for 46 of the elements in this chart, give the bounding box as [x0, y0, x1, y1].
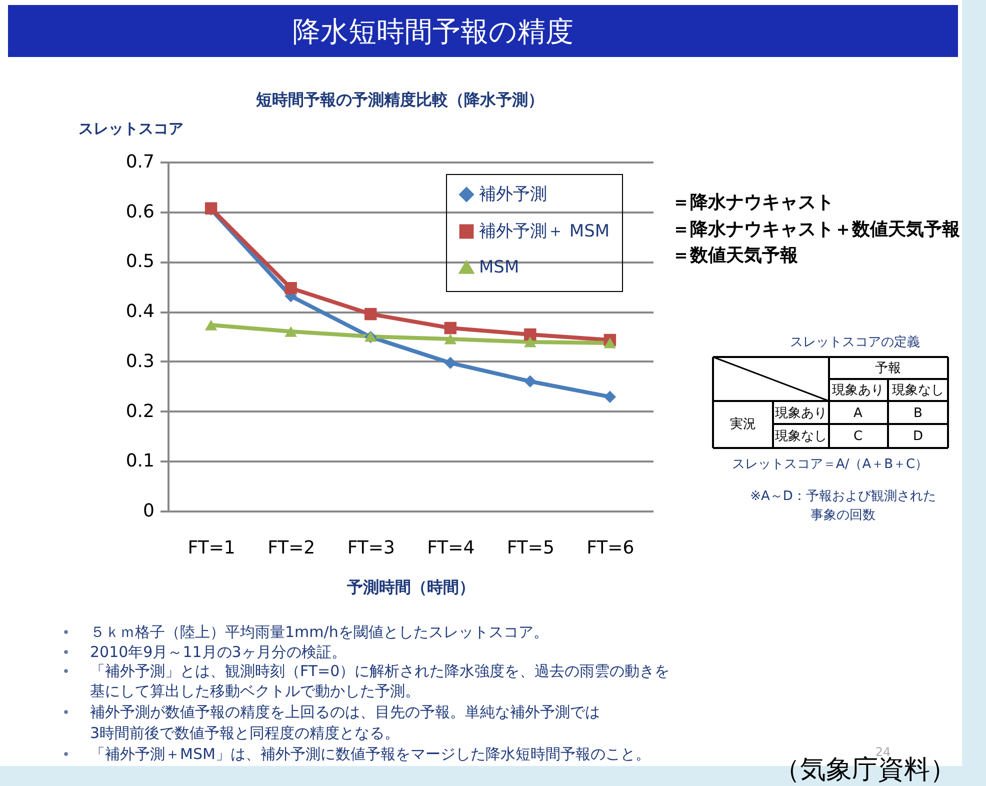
text: 2010年9月～11月の3ヶ月分の検証。 [90, 643, 346, 661]
y-tick-label: 0.4 [126, 301, 154, 322]
text: 基にして算出した移動ベクトルで動かした予測。 [90, 682, 420, 700]
x-tick-label: FT=4 [427, 538, 475, 558]
x-tick-label: FT=3 [347, 538, 395, 558]
y-tick-label: 0.5 [126, 251, 154, 272]
text: D [912, 429, 924, 444]
text: 「補外予測」とは、観測時刻（FT=0）に解析された降水強度を、過去の雨雲の動きを [90, 662, 670, 680]
legend-label: 補外予測 [479, 184, 547, 204]
x-tick-label: FT=2 [268, 538, 316, 558]
text: 現象なし [775, 429, 827, 444]
y-tick-label: 0.7 [126, 152, 154, 172]
text: 「補外予測＋MSM」は、補外予測に数値予報をマージした降水短時間予報のこと。 [90, 745, 650, 763]
y-tick-label: 0.6 [126, 201, 154, 222]
text: 補外予測が数値予報の精度を上回るのは、目先の予報。単純な補外予測では [90, 703, 600, 721]
text: 実況 [730, 416, 756, 432]
x-axis-title: 予測時間（時間） [346, 578, 475, 596]
text: B [914, 406, 922, 421]
text: スレットスコアの定義 [790, 335, 920, 350]
text: 予報 [875, 361, 901, 376]
chart-subtitle: 短時間予報の予測精度比較（降水予測） [255, 90, 544, 109]
text: ＝降水ナウキャスト [672, 192, 834, 213]
text: 3時間前後で数値予報と同程度の精度となる。 [90, 724, 400, 742]
text: 現象なし [892, 383, 944, 398]
text: 現象あり [832, 383, 884, 398]
x-tick-label: FT=6 [586, 538, 634, 558]
text: （気象庁資料） [774, 755, 956, 785]
y-axis-title: スレットスコア [78, 120, 184, 138]
legend-label: 補外予測＋ MSM [479, 222, 610, 242]
text: 事象の回数 [810, 508, 876, 523]
y-tick-label: 0.1 [126, 450, 154, 472]
chart-title: 降水短時間予報の精度 [292, 15, 574, 48]
text: A [854, 406, 863, 421]
text: 現象あり [775, 406, 827, 421]
text: スレットスコア＝A/（A＋B＋C） [732, 457, 928, 472]
legend-label: MSM [479, 258, 520, 278]
text: C [853, 429, 863, 444]
y-tick-label: 0.2 [126, 400, 154, 422]
text: ※A～D：予報および観測された [750, 489, 936, 504]
y-tick-label: 0.3 [126, 350, 154, 372]
x-tick-label: FT=5 [506, 538, 554, 558]
text: ＝降水ナウキャスト＋数値天気予報 [672, 219, 961, 240]
x-tick-label: FT=1 [188, 538, 236, 558]
text: ５ｋｍ格子（陸上）平均雨量1mm/hを閾値としたスレットスコア。 [90, 623, 548, 641]
text: ＝数値天気予報 [672, 245, 799, 266]
y-tick-label: 0 [143, 500, 154, 522]
